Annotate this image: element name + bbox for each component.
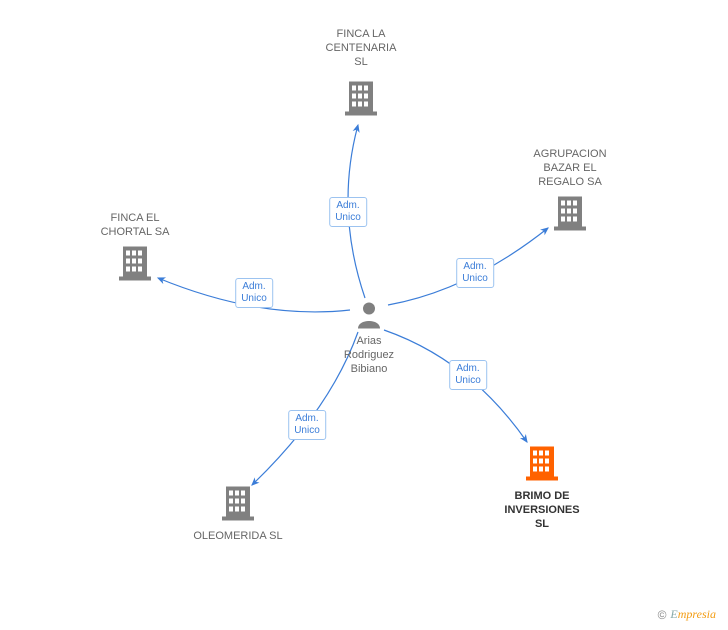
edge-label: Adm. Unico [235,278,273,308]
company-label: FINCA EL CHORTAL SA [80,212,190,240]
edge-label: Adm. Unico [449,360,487,390]
brand-name: Empresia [670,607,716,622]
building-icon[interactable] [119,245,151,286]
company-label: AGRUPACION BAZAR EL REGALO SA [515,148,625,189]
building-icon[interactable] [345,80,377,121]
edge-label: Adm. Unico [456,258,494,288]
edge-label: Adm. Unico [329,197,367,227]
footer: © Empresia [658,607,716,622]
company-label: OLEOMERIDA SL [183,530,293,544]
building-icon[interactable] [554,195,586,236]
building-icon[interactable] [526,445,558,486]
company-label: FINCA LA CENTENARIA SL [306,28,416,69]
edge-label: Adm. Unico [288,410,326,440]
company-label: BRIMO DE INVERSIONES SL [487,490,597,531]
building-icon[interactable] [222,485,254,526]
person-icon[interactable] [356,301,382,334]
copyright-symbol: © [658,608,667,622]
center-person-label: Arias Rodriguez Bibiano [324,335,414,376]
